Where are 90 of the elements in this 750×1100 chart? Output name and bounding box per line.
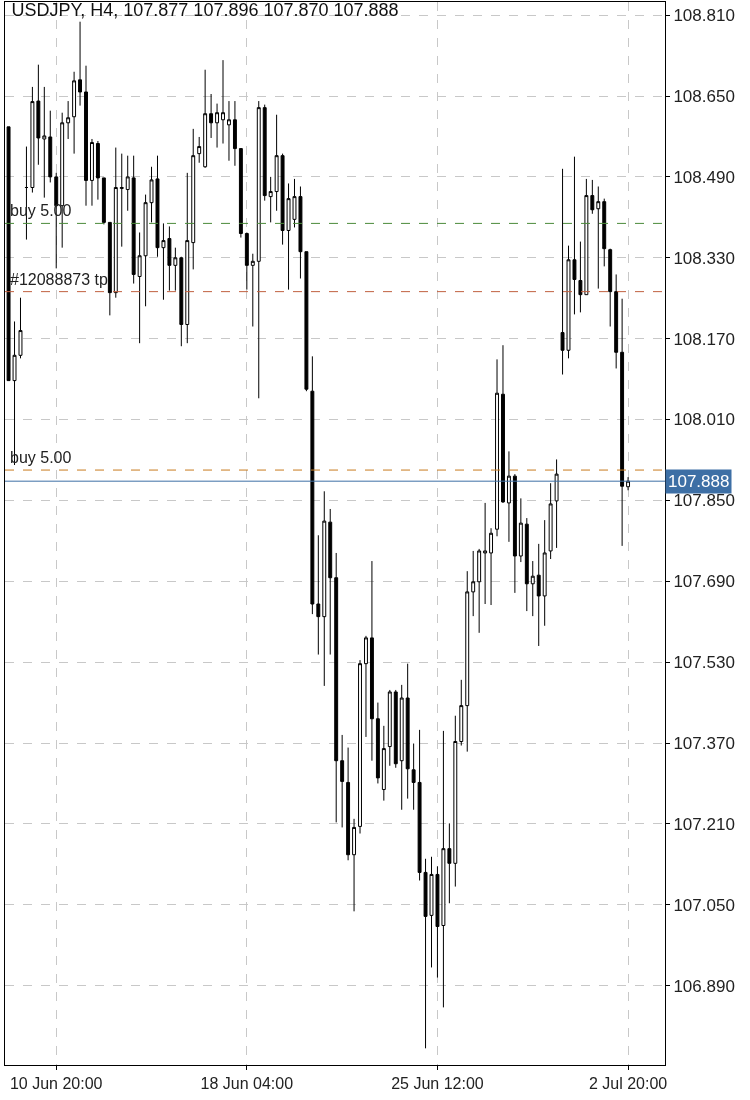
y-tick-label: 108.810 xyxy=(673,6,735,26)
candlestick xyxy=(90,138,94,207)
candlestick xyxy=(232,100,237,167)
candlestick xyxy=(590,179,595,215)
candlestick xyxy=(48,110,53,183)
y-tick-label: 108.010 xyxy=(673,410,735,430)
candlestick xyxy=(387,689,392,767)
y-tick-label: 108.490 xyxy=(673,167,735,187)
candlestick xyxy=(42,86,47,199)
x-tick-label: 25 Jun 12:00 xyxy=(391,1075,484,1093)
candlestick xyxy=(548,482,553,560)
x-tick-label: 18 Jun 04:00 xyxy=(200,1075,294,1093)
ref-line-label: 107.888 xyxy=(668,472,730,491)
candlestick xyxy=(238,148,243,239)
candlestick xyxy=(328,508,333,656)
candlestick xyxy=(107,221,112,316)
candlestick xyxy=(84,65,88,207)
candlestick xyxy=(179,256,184,347)
candlestick xyxy=(131,155,136,285)
candlestick xyxy=(268,176,273,223)
candlestick xyxy=(501,344,505,504)
candlestick xyxy=(477,548,482,634)
candlestick xyxy=(191,128,196,270)
y-tick-label: 108.170 xyxy=(673,329,735,349)
candlestick xyxy=(72,71,77,155)
candlestick xyxy=(215,103,220,149)
candlestick xyxy=(393,689,398,769)
candlestick xyxy=(614,273,619,369)
candlestick xyxy=(352,818,357,912)
candlestick xyxy=(244,231,249,291)
candlestick xyxy=(322,490,327,687)
candlestick xyxy=(119,153,124,248)
y-tick-label: 108.650 xyxy=(673,86,735,106)
y-tick-label: 107.050 xyxy=(673,895,735,915)
candlestick xyxy=(209,93,214,139)
candlestick xyxy=(101,177,106,225)
y-tick-label: 107.850 xyxy=(673,491,735,511)
candlestick xyxy=(334,552,339,823)
candlestick xyxy=(310,355,315,615)
candlestick xyxy=(554,458,559,549)
candlestick xyxy=(483,502,488,605)
candlestick xyxy=(453,715,458,888)
candlestick xyxy=(346,747,351,861)
candlestick xyxy=(340,734,345,828)
chart-title: USDJPY, H4, 107.877 107.896 107.870 107.888 xyxy=(11,0,399,20)
y-tick-label: 107.530 xyxy=(673,653,735,673)
candlestick xyxy=(608,248,613,328)
y-tick-label: 107.690 xyxy=(673,572,735,592)
candlestick xyxy=(620,298,625,547)
candlestick xyxy=(536,543,541,647)
candlestick xyxy=(227,100,231,162)
candlestick xyxy=(602,198,607,267)
candlestick xyxy=(364,635,368,738)
x-tick-label: 10 Jun 20:00 xyxy=(9,1075,103,1093)
candlestick xyxy=(358,659,362,834)
candlestick xyxy=(542,519,547,627)
candlestick xyxy=(512,473,517,594)
x-tick-label: 2 Jul 20:00 xyxy=(588,1075,668,1093)
y-tick-label: 107.210 xyxy=(673,814,735,834)
y-tick-label: 108.330 xyxy=(673,248,735,268)
y-tick-label: 107.370 xyxy=(673,733,735,753)
candlestick xyxy=(381,725,386,802)
candlestick xyxy=(95,140,100,201)
candlestick xyxy=(465,570,470,753)
candlestick xyxy=(316,534,321,656)
candlestick xyxy=(221,59,225,145)
candlestick xyxy=(530,560,535,617)
y-tick-label: 106.890 xyxy=(673,976,735,996)
candlestick xyxy=(113,147,118,299)
candlestick xyxy=(256,100,261,399)
candlestick xyxy=(375,702,380,784)
candlestick xyxy=(459,679,464,747)
candlestick xyxy=(489,527,494,606)
candlestick xyxy=(203,69,208,169)
candlestick xyxy=(471,550,476,617)
candlestick xyxy=(66,100,71,140)
candlestick xyxy=(250,253,255,328)
candlestick xyxy=(185,172,190,344)
candlestick xyxy=(262,104,267,202)
candlestick xyxy=(125,155,130,212)
candlestick xyxy=(405,663,410,800)
candlestick xyxy=(518,497,523,563)
candlestick xyxy=(369,560,374,762)
candlestick xyxy=(399,684,404,811)
candlestick xyxy=(506,450,511,543)
candlestick xyxy=(197,136,202,164)
candlestick xyxy=(596,186,601,290)
candlestick xyxy=(78,21,83,107)
candlestick xyxy=(495,358,499,537)
candlestick xyxy=(524,517,529,612)
